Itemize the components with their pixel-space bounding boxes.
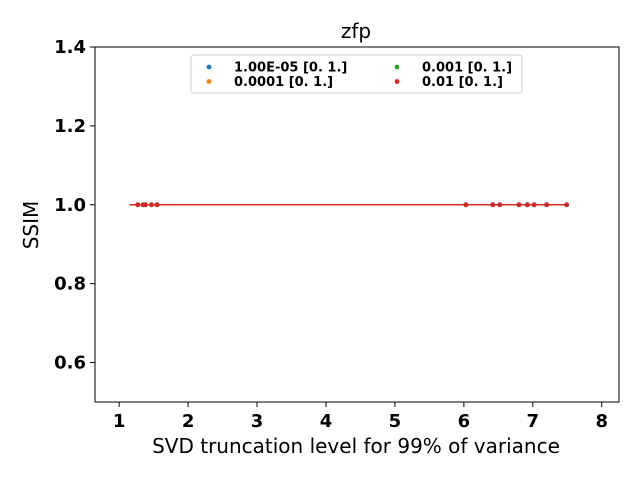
y-axis-label: SSIM xyxy=(19,201,43,250)
y-tick-label: 0.6 xyxy=(54,353,86,374)
x-tick-label: 2 xyxy=(182,411,195,432)
y-tick-label: 0.8 xyxy=(54,274,86,295)
plot-frame xyxy=(94,46,620,403)
data-point xyxy=(149,202,154,208)
legend-marker xyxy=(206,64,212,70)
legend: 1.00E-05 [0. 1.]0.0001 [0. 1.] 0.001 [0. … xyxy=(190,54,523,94)
x-tick-label: 4 xyxy=(320,411,333,432)
x-tick-label: 7 xyxy=(527,411,540,432)
y-tick-label: 1.2 xyxy=(54,116,86,137)
legend-marker xyxy=(394,64,400,70)
data-point xyxy=(154,202,160,208)
legend-box xyxy=(190,54,523,94)
x-tick-label: 8 xyxy=(595,411,608,432)
data-point xyxy=(564,202,569,208)
data-point xyxy=(463,202,469,208)
legend-entry: 1.00E-05 [0. 1.] xyxy=(234,61,347,76)
data-point xyxy=(490,202,496,208)
y-axis: 0.6 0.8 1.0 1.2 1.4 xyxy=(54,37,95,374)
plot-area xyxy=(129,202,569,208)
x-tick-label: 3 xyxy=(251,411,264,432)
data-point xyxy=(544,202,550,208)
legend-marker xyxy=(206,79,212,84)
data-point xyxy=(497,202,503,208)
x-axis-label: SVD truncation level for 99% of variance xyxy=(152,434,560,458)
chart-title: zfp xyxy=(341,19,371,43)
x-tick-label: 6 xyxy=(458,411,471,432)
legend-marker xyxy=(394,79,400,84)
x-tick-label: 1 xyxy=(113,411,126,432)
y-tick-label: 1.0 xyxy=(54,195,86,216)
legend-entry: 0.0001 [0. 1.] xyxy=(234,75,333,90)
data-point xyxy=(135,202,141,208)
x-tick-label: 5 xyxy=(389,411,402,432)
y-tick-label: 1.4 xyxy=(54,37,86,58)
legend-entry: 0.01 [0. 1.] xyxy=(422,75,503,90)
data-point xyxy=(524,202,530,208)
data-point xyxy=(142,202,148,208)
x-axis: 1 2 3 4 5 6 7 8 xyxy=(113,402,608,432)
legend-entry: 0.001 [0. 1.] xyxy=(422,61,512,76)
data-point xyxy=(531,202,537,208)
data-point xyxy=(516,202,522,208)
